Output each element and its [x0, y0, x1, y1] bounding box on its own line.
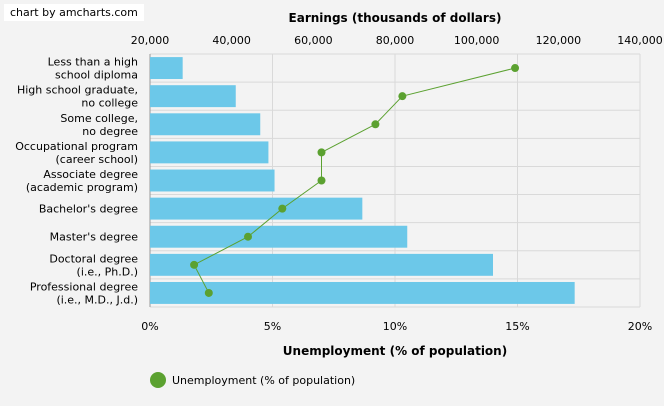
category-label: Some college, no degree — [60, 112, 138, 138]
category-label: Professional degree (i.e., M.D., J.d.) — [30, 280, 138, 306]
unemployment-point — [278, 204, 287, 213]
bottom-axis-tick-label: 10% — [383, 320, 407, 333]
category-label: Bachelor's degree — [39, 203, 138, 216]
earnings-bar — [150, 169, 275, 192]
unemployment-point — [511, 64, 520, 73]
earnings-bar — [150, 225, 408, 248]
top-axis-tick-label: 40,000 — [212, 34, 251, 47]
top-axis-tick-label: 80,000 — [376, 34, 415, 47]
category-label: High school graduate, no college — [17, 84, 138, 110]
unemployment-point — [371, 120, 380, 129]
earnings-bar — [150, 253, 493, 276]
top-axis-tick-label: 60,000 — [294, 34, 333, 47]
unemployment-point — [317, 176, 326, 185]
legend[interactable]: Unemployment (% of population) — [150, 372, 355, 388]
earnings-bar — [150, 281, 575, 304]
amcharts-credit-link[interactable]: chart by amcharts.com — [4, 4, 144, 21]
circle-marker-icon — [150, 372, 166, 388]
category-label: Master's degree — [50, 231, 139, 244]
unemployment-point — [244, 232, 252, 241]
unemployment-point — [190, 260, 199, 269]
category-label: Doctoral degree (i.e., Ph.D.) — [49, 252, 138, 278]
category-label: Associate degree (academic program) — [26, 168, 138, 194]
category-label: Occupational program (career school) — [15, 140, 138, 166]
category-label: Less than a high school diploma — [48, 56, 138, 82]
top-axis-title: Earnings (thousands of dollars) — [289, 11, 502, 25]
bottom-axis-tick-label: 5% — [264, 320, 281, 333]
bottom-axis-tick-label: 20% — [628, 320, 652, 333]
legend-label: Unemployment (% of population) — [172, 373, 356, 387]
earnings-bar — [150, 57, 183, 80]
earnings-bar — [150, 197, 363, 220]
top-axis-tick-label: 140,000 — [617, 34, 663, 47]
top-axis-tick-label: 100,000 — [454, 34, 500, 47]
bottom-axis-tick-label: 0% — [141, 320, 158, 333]
unemployment-point — [398, 92, 407, 101]
bottom-axis-tick-label: 15% — [505, 320, 529, 333]
top-axis-tick-label: 20,000 — [131, 34, 170, 47]
earnings-bar — [150, 85, 236, 108]
earnings-bar — [150, 113, 261, 136]
unemployment-point — [317, 148, 326, 157]
top-axis-tick-label: 120,000 — [536, 34, 582, 47]
earnings-bar — [150, 141, 269, 164]
unemployment-point — [204, 288, 213, 297]
bottom-axis-title: Unemployment (% of population) — [283, 344, 507, 358]
